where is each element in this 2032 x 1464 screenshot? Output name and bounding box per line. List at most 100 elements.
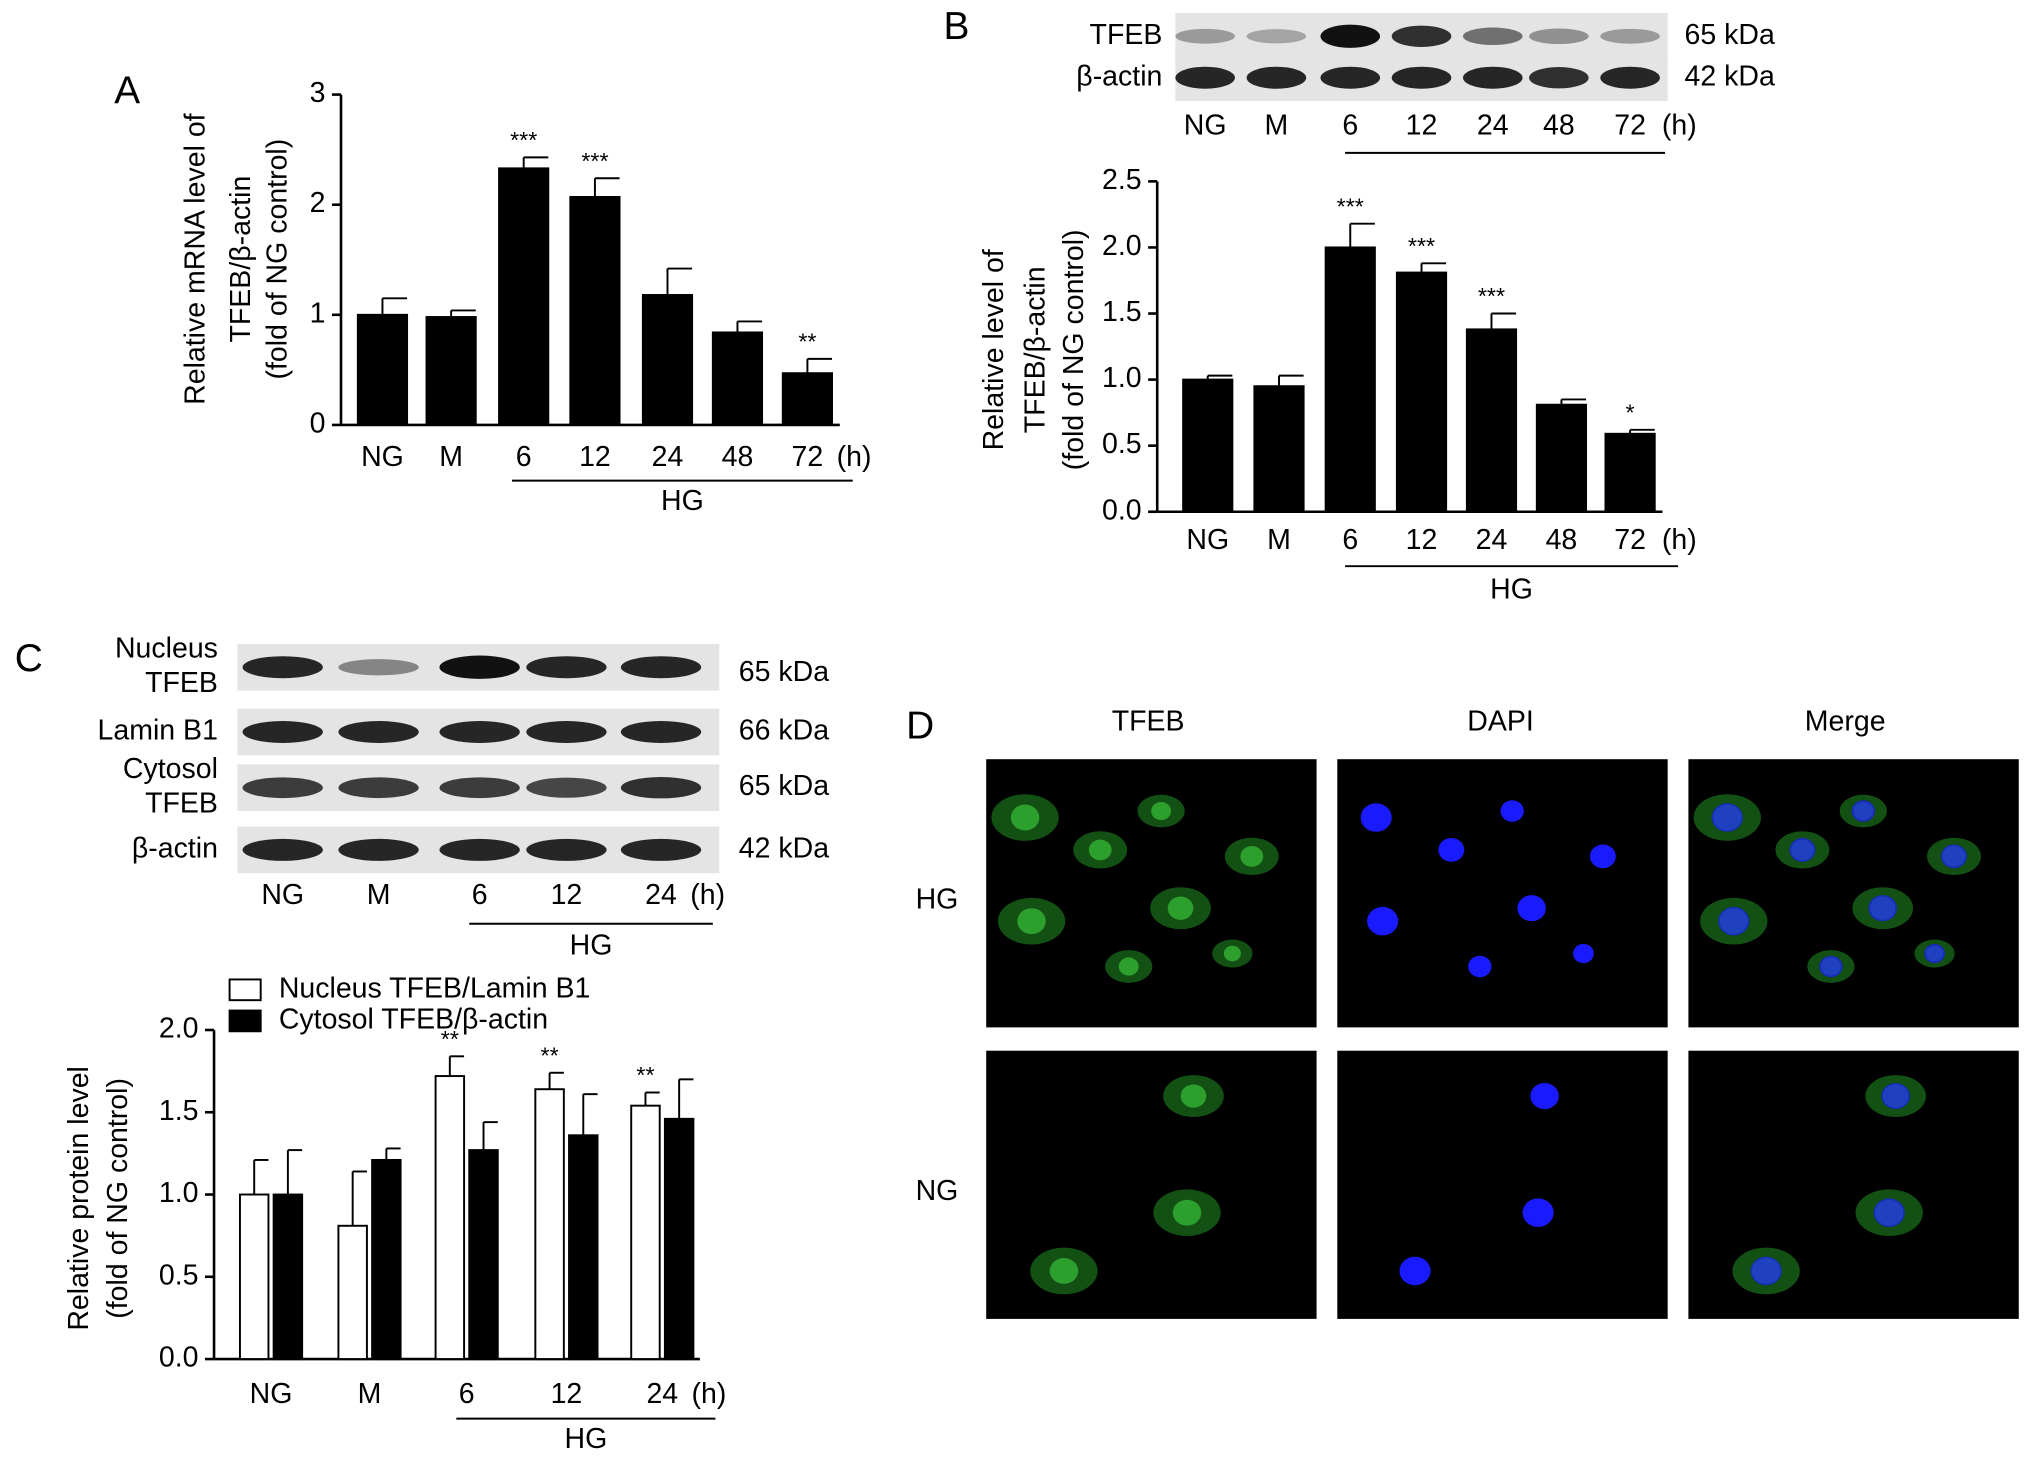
x-tick-label: M: [439, 441, 463, 473]
blot-lane-label: 12: [1406, 109, 1438, 141]
blot-band: [1391, 66, 1452, 89]
legend-label: Cytosol TFEB/β-actin: [279, 1003, 548, 1035]
blot-band: [1320, 66, 1381, 89]
bar: [272, 1193, 304, 1361]
bar: [663, 1117, 695, 1361]
cell-nucleus: [1941, 844, 1967, 869]
x-tick-label: 48: [722, 441, 754, 473]
group-label: HG: [1490, 573, 1533, 605]
x-unit-label: (h): [1662, 524, 1697, 556]
significance-label: ***: [510, 127, 537, 153]
cell-nucleus: [1367, 906, 1399, 936]
x-tick-label: 12: [579, 441, 611, 473]
x-tick-label: 24: [652, 441, 684, 473]
blot-row-label: TFEB: [145, 788, 218, 820]
y-tick-label: 2.0: [159, 1013, 199, 1045]
x-tick-label: 6: [459, 1378, 475, 1410]
y-tick-label: 2.5: [1102, 164, 1142, 196]
blot-lane-label: 24: [645, 879, 677, 911]
y-tick-label: 0: [310, 407, 326, 439]
cell-green-nucleus: [1240, 846, 1264, 867]
blot-band: [338, 838, 419, 861]
blot-size-label: 65 kDa: [1685, 19, 1775, 51]
blot-size-label: 65 kDa: [739, 656, 829, 688]
x-tick-label: NG: [361, 441, 404, 473]
bar: [468, 1149, 499, 1361]
x-tick-label: M: [1267, 524, 1291, 556]
y-axis-label: Relative protein level: [63, 1066, 95, 1331]
x-tick-label: M: [358, 1378, 382, 1410]
y-tick-label: 1.5: [1102, 296, 1142, 328]
blot-lane-label: NG: [1184, 109, 1227, 141]
blot-band: [338, 720, 419, 744]
bar: [641, 294, 694, 426]
cell-nucleus: [1819, 955, 1843, 978]
blot-lane-label: 6: [1342, 109, 1358, 141]
blot-band: [439, 777, 520, 799]
y-tick-label: 0.5: [1102, 428, 1142, 460]
y-tick-label: 3: [310, 77, 326, 109]
bar: [356, 313, 409, 426]
blot-lane-label: NG: [261, 879, 304, 911]
cell-nucleus: [1711, 803, 1743, 832]
blot-row-label: Cytosol: [123, 753, 218, 785]
y-axis-label: (fold of NG control): [1058, 229, 1090, 470]
blot-band: [526, 838, 607, 861]
cell-nucleus: [1530, 1082, 1559, 1110]
group-label: HG: [570, 930, 613, 962]
x-unit-label: (h): [692, 1378, 727, 1410]
significance-label: **: [798, 328, 816, 354]
significance-label: ***: [581, 148, 608, 174]
blot-band: [242, 656, 323, 679]
bar: [498, 167, 550, 426]
cell-nucleus: [1522, 1198, 1554, 1227]
blot-band: [1320, 24, 1381, 48]
x-tick-label: 6: [516, 441, 532, 473]
bar: [434, 1075, 466, 1361]
blot-row-label: Nucleus: [115, 632, 218, 664]
cell-nucleus: [1468, 955, 1492, 978]
blot-lane-label: 6: [472, 879, 488, 911]
blot-band: [526, 656, 607, 679]
blot-band: [1529, 28, 1589, 45]
x-unit-label: (h): [837, 441, 872, 473]
significance-label: *: [1626, 399, 1635, 425]
column-label: Merge: [1805, 705, 1886, 737]
blot-band: [1600, 28, 1660, 44]
blot-size-label: 65 kDa: [739, 770, 829, 802]
cell-green-nucleus: [1180, 1084, 1207, 1108]
blot-lane-label: M: [1265, 109, 1289, 141]
micrograph: [1337, 759, 1668, 1028]
cell-nucleus: [1750, 1256, 1782, 1286]
bar: [711, 331, 764, 426]
blot-lane-label: M: [367, 879, 391, 911]
y-tick-label: 2: [310, 187, 326, 219]
y-tick-label: 0.5: [159, 1259, 199, 1291]
cell-nucleus: [1718, 906, 1750, 936]
y-tick-label: 1: [310, 297, 326, 329]
bar: [1253, 385, 1305, 513]
cell-green-nucleus: [1118, 957, 1139, 976]
cell-nucleus: [1873, 1198, 1905, 1227]
y-axis-label: TFEB/β-actin: [225, 176, 257, 343]
cell-green-nucleus: [1010, 804, 1040, 831]
y-axis-label: (fold of NG control): [261, 139, 293, 380]
blot-band: [242, 720, 323, 744]
y-axis-label: Relative level of: [978, 249, 1010, 450]
column-label: DAPI: [1467, 705, 1534, 737]
y-tick-label: 0.0: [1102, 494, 1142, 526]
blot-row-label: β-actin: [1076, 60, 1162, 92]
x-tick-label: NG: [250, 1378, 293, 1410]
bar: [1182, 378, 1234, 513]
blot-band: [439, 655, 520, 679]
blot-band: [1175, 66, 1235, 89]
blot-band: [1529, 67, 1589, 89]
micrograph: [1337, 1050, 1668, 1319]
cell-nucleus: [1881, 1082, 1910, 1110]
blot-size-label: 42 kDa: [739, 832, 829, 864]
panel-letter: A: [114, 70, 140, 113]
blot-band: [1600, 66, 1660, 89]
legend-swatch: [228, 978, 262, 1002]
bar: [781, 372, 833, 426]
